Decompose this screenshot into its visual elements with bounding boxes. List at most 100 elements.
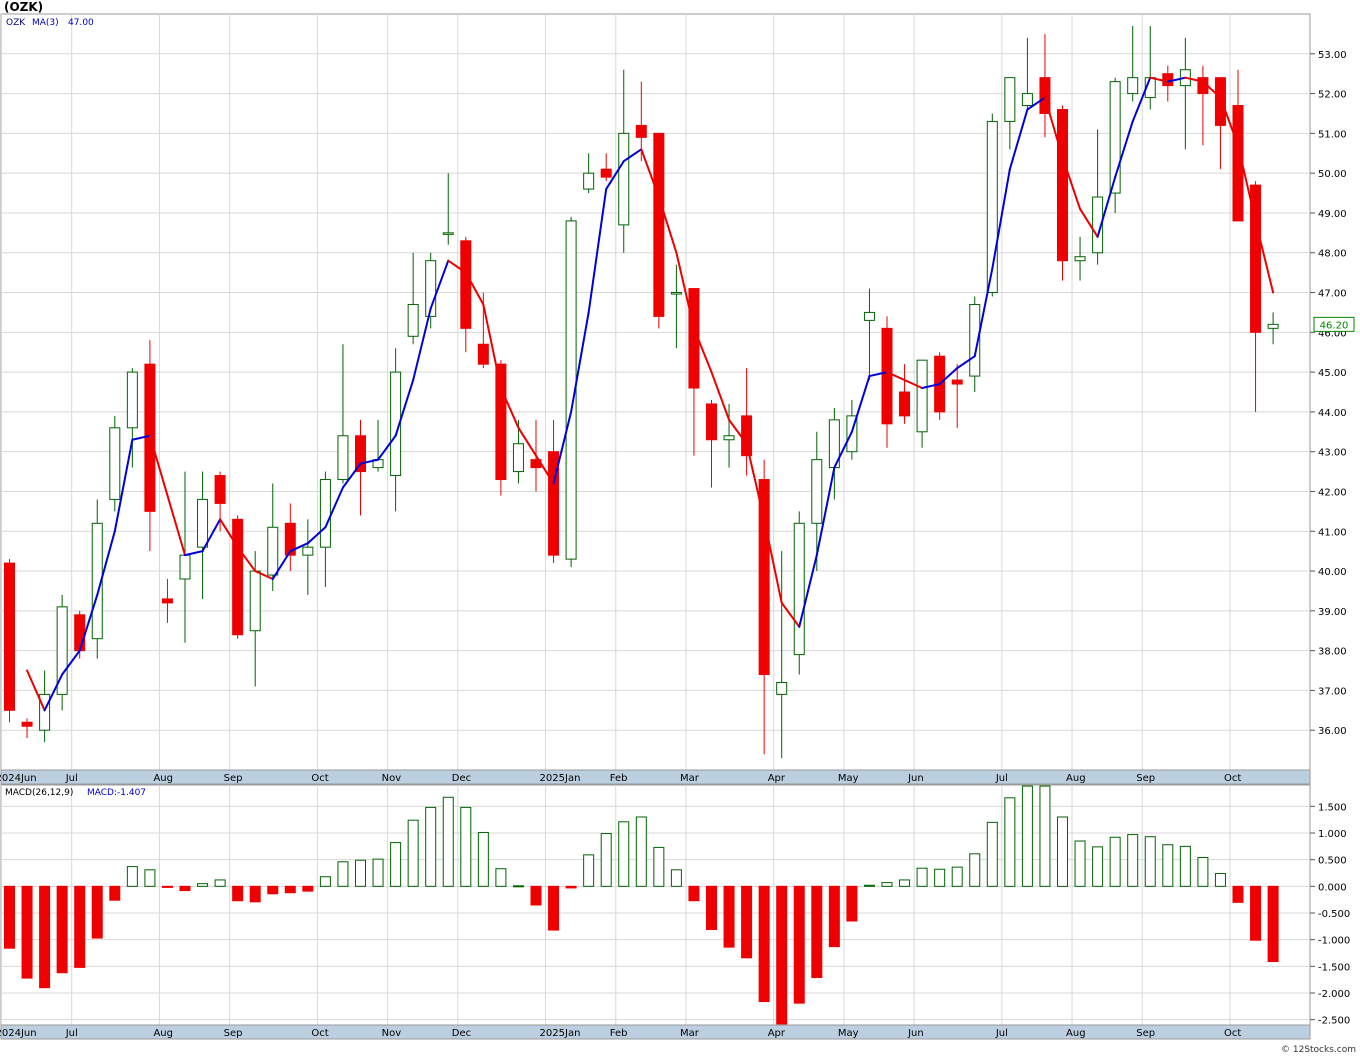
macd-bar — [161, 885, 173, 888]
macd-date-label: Aug — [153, 1028, 173, 1039]
macd-bar — [899, 879, 911, 887]
macd-bar — [126, 866, 138, 887]
price-date-label: Oct — [1224, 773, 1241, 784]
macd-bar — [706, 885, 717, 931]
macd-bar — [863, 884, 875, 887]
macd-date-ticks: 2024Jun Jul Aug Sep Oct Nov Dec 2025Jan Feb Mar Ap… — [0, 1028, 1241, 1039]
ma-segment — [1061, 156, 1082, 210]
ma-segment — [903, 379, 924, 390]
candle-body — [635, 124, 647, 138]
price-date-axis — [0, 769, 1311, 785]
last-price-badge-text: 46.20 — [1320, 320, 1349, 331]
candle-body — [319, 479, 331, 548]
macd-bar — [934, 868, 946, 887]
ma-segment — [447, 259, 467, 274]
macd-bar — [302, 885, 314, 892]
macd-bar — [741, 885, 753, 959]
macd-bar — [249, 885, 261, 903]
candle-body — [495, 363, 507, 481]
macd-axis-ticks: 1.500 1.000 0.500 0.000 -0.500 -1.000 -1.500 -2… — [1310, 802, 1350, 1027]
macd-bar — [600, 833, 612, 887]
candle-body — [284, 522, 296, 556]
ma-segment — [921, 383, 941, 390]
price-tick-label: 49.00 — [1318, 209, 1347, 220]
macd-bar — [56, 885, 68, 974]
ma-segment — [359, 458, 380, 465]
candle-body — [179, 554, 191, 580]
macd-bar — [1250, 885, 1262, 941]
ma-segment — [1079, 207, 1099, 238]
macd-date-label: Feb — [610, 1028, 628, 1039]
candle-body — [741, 415, 753, 457]
price-tick-label: 37.00 — [1318, 686, 1347, 697]
macd-bar — [477, 831, 489, 887]
ma-segment — [236, 546, 257, 573]
price-date-label: Mar — [680, 773, 700, 784]
price-date-label: Aug — [1066, 773, 1086, 784]
ma-segment — [868, 371, 888, 378]
macd-bar — [232, 885, 244, 902]
ma-segment — [184, 550, 204, 557]
candle-body — [793, 522, 805, 656]
price-tick-label: 52.00 — [1318, 90, 1347, 101]
ma-segment — [517, 426, 537, 457]
price-date-label: May — [838, 773, 859, 784]
macd-bar — [74, 885, 86, 968]
macd-date-label: Nov — [382, 1028, 402, 1039]
price-tick-label: 39.00 — [1318, 607, 1347, 618]
candle-body — [512, 443, 524, 473]
macd-bar — [828, 885, 840, 948]
price-date-label: Jul — [65, 773, 78, 784]
price-tick-label: 38.00 — [1318, 647, 1347, 658]
ma-segment — [1254, 219, 1275, 294]
candle-body — [477, 343, 489, 365]
macd-date-label: May — [838, 1028, 859, 1039]
candle-body — [232, 518, 244, 636]
macd-tick-label: 1.500 — [1318, 802, 1347, 813]
macd-date-label: Sep — [224, 1028, 243, 1039]
ma-segment — [1237, 144, 1257, 222]
macd-bar — [1039, 785, 1051, 887]
price-tick-label: 36.00 — [1318, 726, 1347, 737]
macd-bar — [1232, 885, 1244, 903]
macd-bar — [179, 885, 191, 892]
macd-bar — [144, 869, 156, 887]
ma-segment — [289, 542, 309, 553]
watermark: © 12Stocks.com — [1281, 1045, 1356, 1055]
candle-body — [916, 359, 928, 433]
candle-body — [1021, 93, 1033, 107]
ma-segment — [938, 367, 959, 386]
candle-body — [425, 260, 437, 317]
ma-segment — [464, 271, 485, 306]
macd-bar — [91, 885, 103, 939]
candle-body — [706, 403, 717, 441]
macd-date-label: Apr — [768, 1028, 786, 1039]
candle-body — [407, 303, 419, 337]
ma-segment — [394, 379, 415, 437]
macd-bar — [530, 885, 542, 906]
ma-segment — [1166, 76, 1187, 83]
candle-body — [951, 379, 963, 385]
candle-body — [1162, 73, 1174, 87]
ma-segment — [412, 307, 432, 382]
ma-segment — [1219, 96, 1239, 147]
ma-segment — [254, 570, 274, 581]
macd-legend-label: MACD(26,12,9) — [5, 788, 73, 798]
candle-body — [337, 435, 349, 481]
macd-bar — [372, 858, 384, 887]
ma-segment — [499, 387, 520, 429]
macd-bar — [1144, 836, 1156, 887]
ma-segment — [692, 327, 713, 374]
candle-body — [161, 598, 173, 604]
macd-bar — [758, 885, 770, 1003]
candles — [4, 25, 1279, 759]
candle-body — [214, 475, 226, 504]
ma-segment — [780, 601, 801, 628]
ma-segment — [552, 410, 573, 485]
candle-body — [969, 303, 981, 377]
price-date-label: Nov — [382, 773, 402, 784]
ma-segment — [113, 438, 134, 533]
macd-tick-label: -2.000 — [1318, 989, 1350, 1000]
price-date-label: Feb — [610, 773, 628, 784]
